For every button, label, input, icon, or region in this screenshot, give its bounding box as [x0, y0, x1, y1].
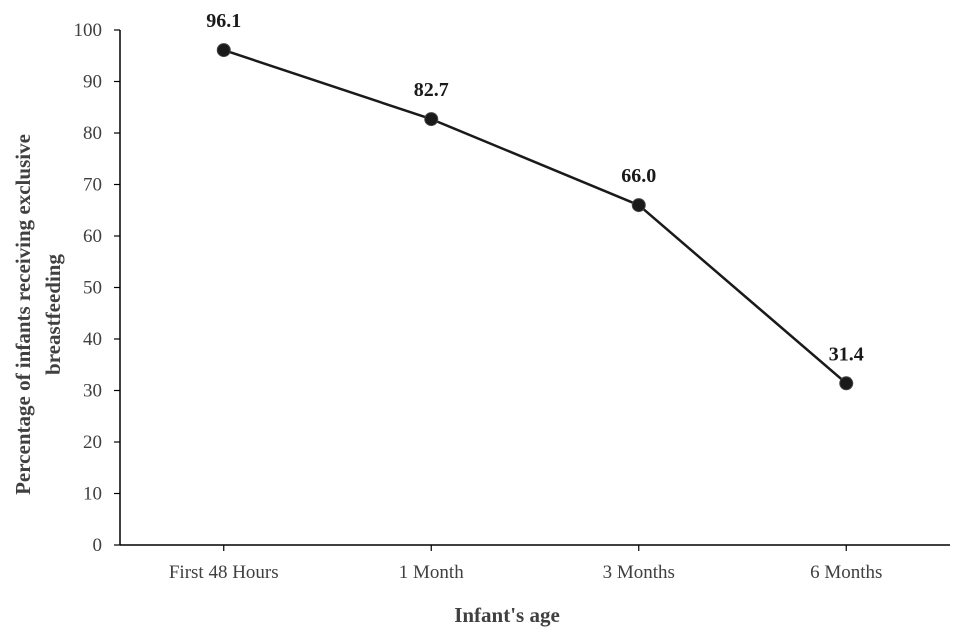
y-tick-label: 80: [83, 123, 102, 144]
data-value-label: 96.1: [206, 10, 241, 32]
y-tick-label: 20: [83, 432, 102, 453]
y-tick-label: 40: [83, 329, 102, 350]
y-axis-title-line-2: breastfeeding: [41, 254, 65, 375]
y-tick-label: 30: [83, 381, 102, 402]
x-tick-label: 3 Months: [603, 562, 675, 583]
data-markers: [216, 43, 854, 391]
y-tick-label: 60: [83, 226, 102, 247]
y-tick-label: 50: [83, 278, 102, 299]
data-point-marker: [424, 112, 439, 127]
y-tick-label: 100: [74, 20, 103, 41]
data-labels: 96.1 82.7 66.0 31.4: [206, 10, 864, 365]
y-axis-title-line-1: Percentage of infants receiving exclusiv…: [11, 134, 35, 495]
x-tick-label: 6 Months: [810, 562, 882, 583]
x-tick-label: 1 Month: [399, 562, 464, 583]
x-axis-ticks: First 48 Hours 1 Month 3 Months 6 Months: [169, 545, 882, 583]
x-axis-title: Infant's age: [454, 603, 560, 627]
y-axis-ticks: 0 10 20 30 40 50 60 70 80 90 100: [74, 20, 120, 556]
data-value-label: 31.4: [829, 343, 864, 365]
y-axis-title: Percentage of infants receiving exclusiv…: [11, 134, 65, 495]
data-value-label: 82.7: [414, 79, 449, 101]
data-point-marker: [839, 376, 854, 391]
y-tick-label: 90: [83, 72, 102, 93]
data-point-marker: [216, 43, 231, 58]
data-point-marker: [631, 198, 646, 213]
y-tick-label: 70: [83, 175, 102, 196]
x-tick-label: First 48 Hours: [169, 562, 279, 583]
data-value-label: 66.0: [621, 165, 656, 187]
series-line: [223, 48, 848, 385]
y-tick-label: 10: [83, 484, 102, 505]
y-tick-label: 0: [93, 535, 103, 556]
